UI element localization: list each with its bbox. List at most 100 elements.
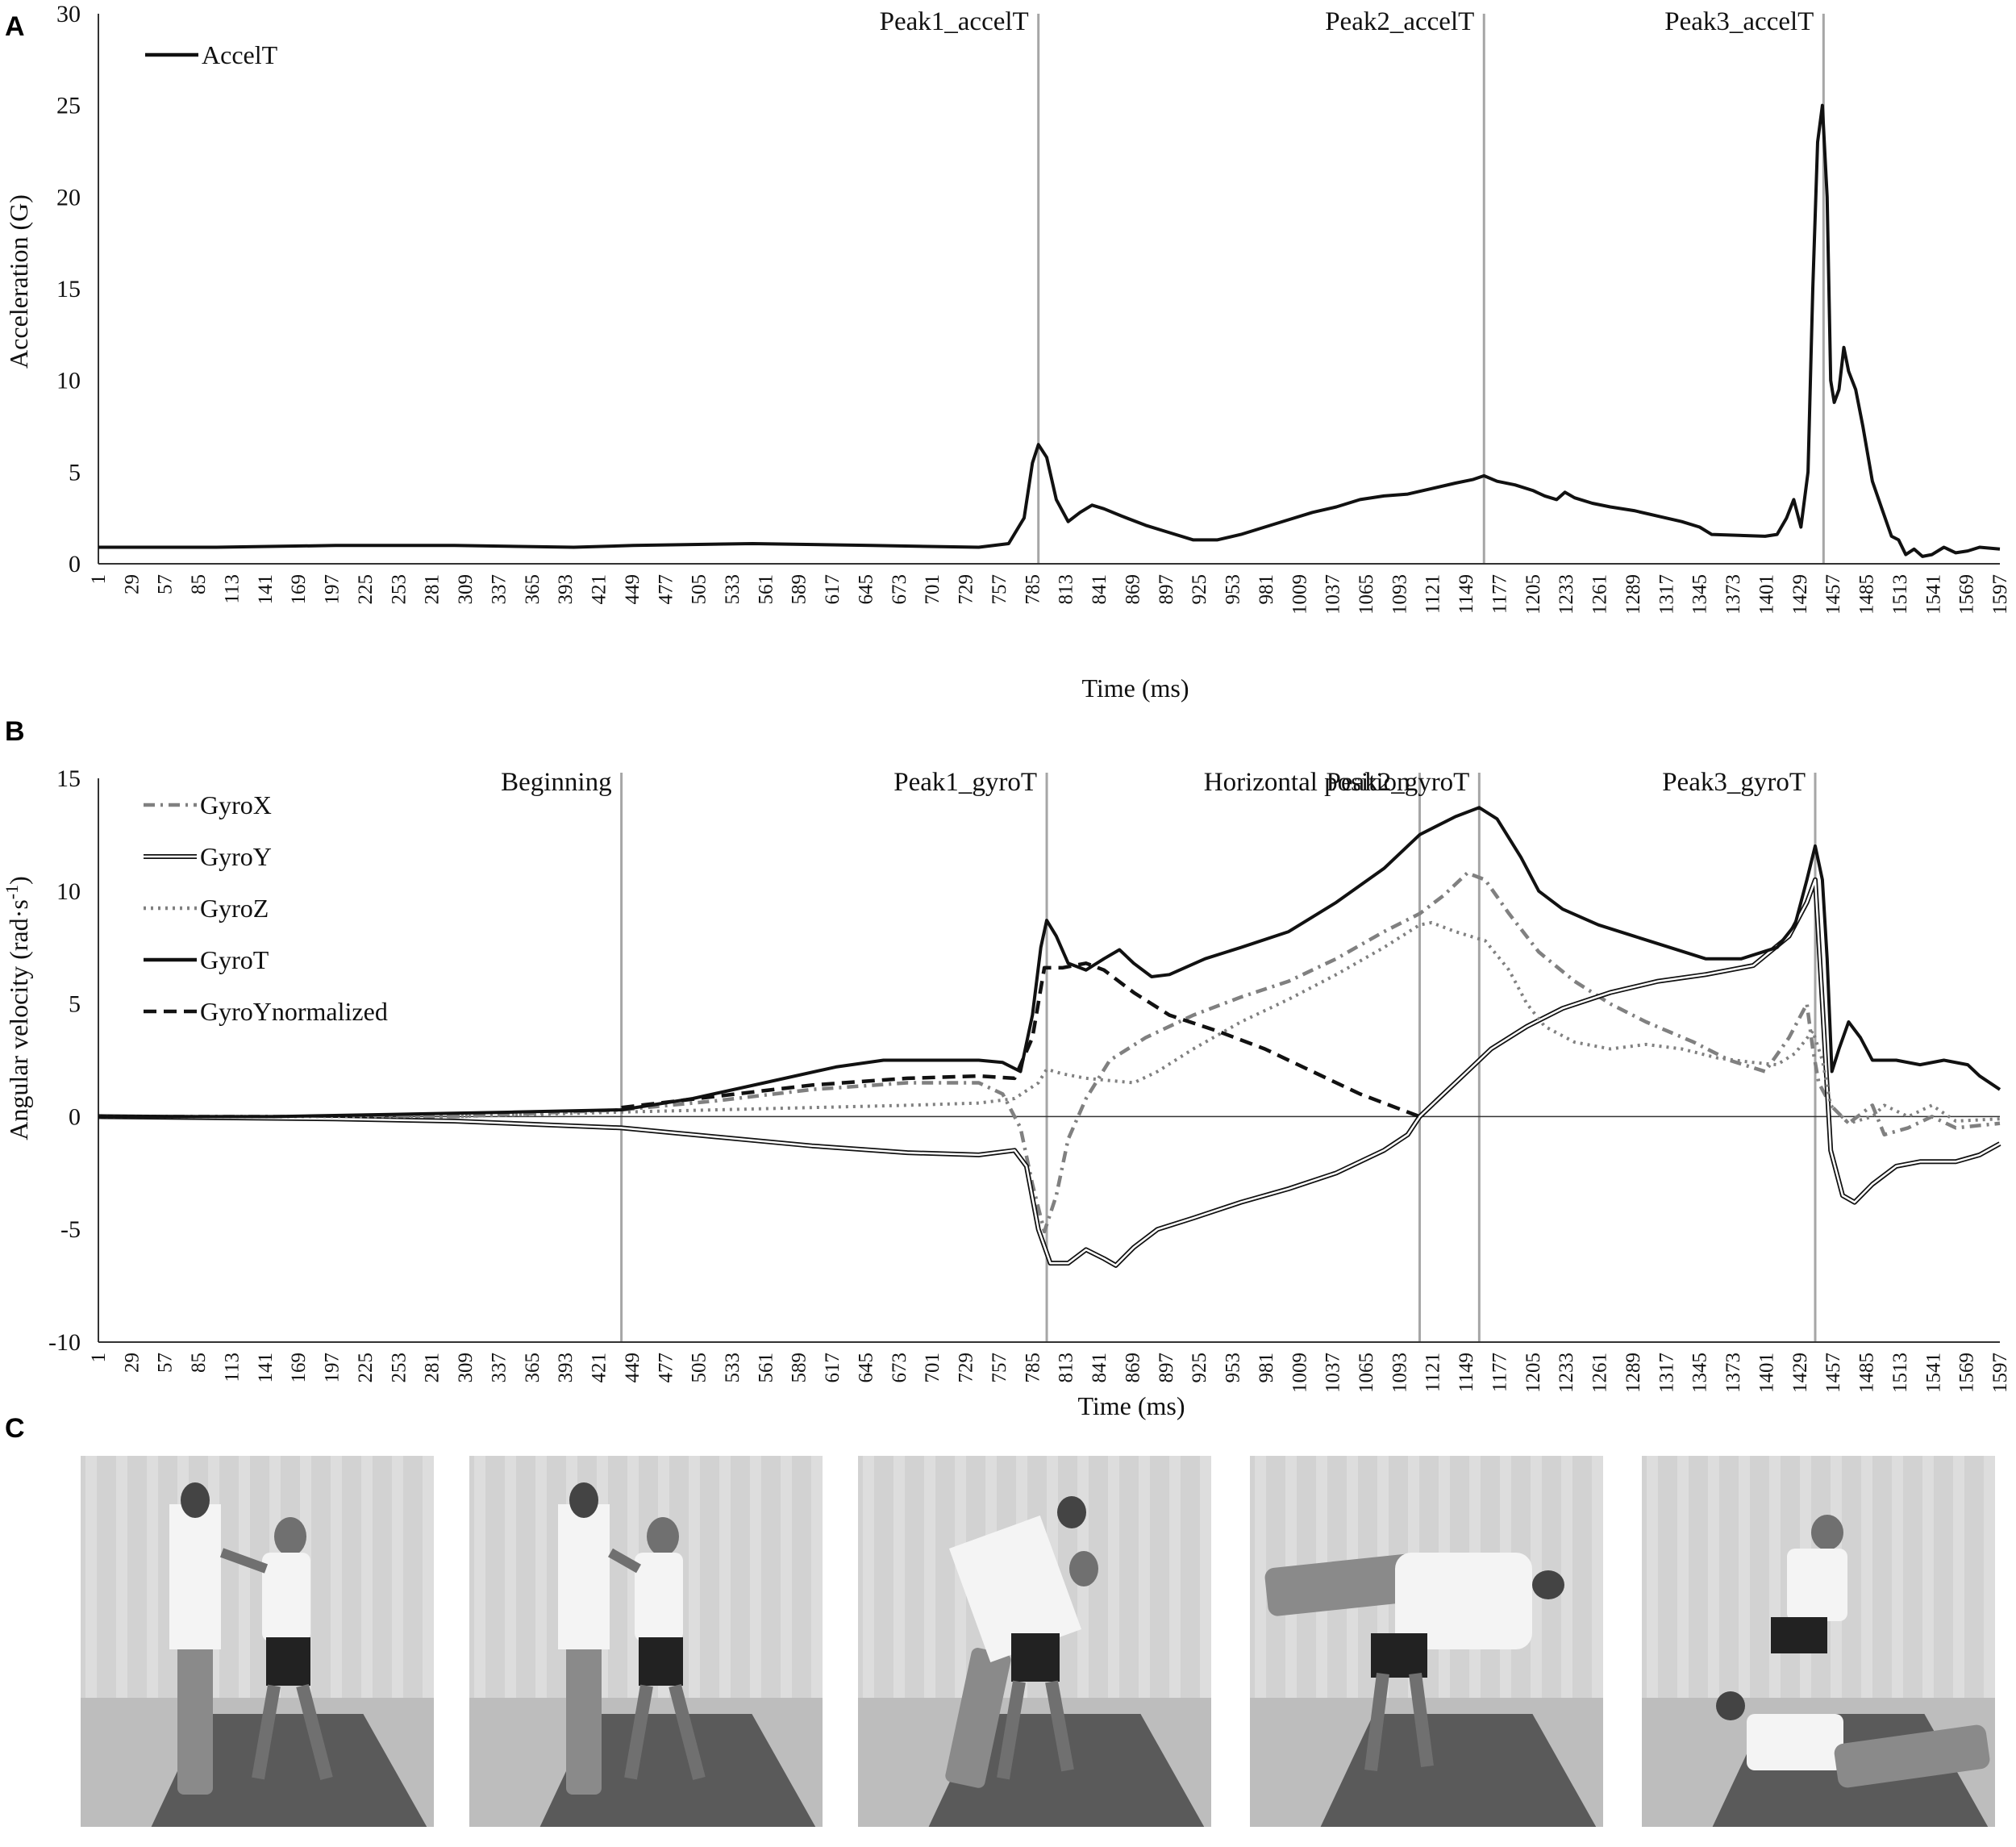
x-tick-label: 1401 [1756,1353,1777,1393]
x-tick-label: 225 [355,574,377,605]
athlete-leg [1045,1680,1074,1772]
curtain-fold [1200,1456,1211,1698]
athlete-shorts [1011,1633,1060,1682]
curtain-fold [1953,1456,1964,1698]
x-tick-label: 1 [88,574,110,585]
x-tick-label: 757 [989,574,1010,605]
x-tick-label: 1485 [1856,574,1878,615]
x-tick-label: 169 [288,574,310,605]
x-tick-label: 1121 [1422,1353,1444,1392]
x-axis-label-a: Time (ms) [1081,673,1189,703]
dummy-body [558,1504,610,1649]
x-tick-label: 785 [1022,574,1043,605]
y-tick-label: 30 [56,1,81,27]
x-tick-label: 281 [422,574,444,605]
x-tick-label: 1065 [1356,1353,1377,1393]
x-tick-label: 505 [689,574,710,605]
y-tick-label: 0 [69,1103,81,1130]
x-tick-label: 141 [255,574,277,605]
athlete-shirt [262,1553,310,1641]
x-tick-label: 1429 [1789,574,1811,615]
x-tick-label: 1457 [1822,1353,1844,1393]
photo-4 [1250,1456,1603,1827]
curtain-fold [1677,1456,1689,1698]
chart-a: Peak1_accelT Peak2_accelT Peak3_accelT 1 29… [4,1,2011,703]
athlete-head [274,1517,306,1556]
y-axis-label-b-sup: -1 [2,885,22,899]
x-tick-label: 729 [956,574,977,605]
x-tick-label: 1345 [1689,1353,1711,1393]
photo-5 [1642,1456,1995,1827]
y-axis-label-a: Acceleration (G) [4,194,33,369]
x-tick-label: 1541 [1922,1353,1944,1393]
x-tick-label: 1261 [1589,1353,1611,1393]
x-tick-label: 925 [1189,1353,1210,1383]
athlete-leg [997,1680,1026,1780]
x-tick-label: 701 [922,574,943,605]
series-gyroy-outer [98,877,2001,1268]
curtain-fold [116,1456,127,1698]
marker-label: Peak2_gyroT [1327,768,1470,797]
photo-2 [469,1456,823,1827]
x-tick-label: 253 [388,574,410,605]
x-tick-label: 1345 [1689,574,1711,615]
x-tick-label: 1261 [1589,574,1611,615]
x-tick-label: 1597 [1989,1353,2011,1393]
legend-gyrot-label: GyroT [200,945,269,974]
x-tick-label: 1373 [1722,1353,1744,1393]
x-tick-label: 393 [555,1353,577,1383]
dummy-head [1057,1496,1086,1528]
x-axis-label-b: Time (ms) [1077,1391,1185,1420]
y-tick-label: 5 [69,459,81,486]
athlete-shorts [1771,1617,1827,1653]
x-tick-label: 1093 [1389,1353,1410,1393]
x-tick-label: 1065 [1356,574,1377,615]
x-tick-label: 1093 [1389,574,1410,615]
curtain-fold [85,1456,97,1698]
curtain-fold [1708,1456,1719,1698]
curtain-fold [1592,1456,1603,1698]
curtain-fold [423,1456,434,1698]
curtain-fold [750,1456,761,1698]
curtain-fold [1169,1456,1181,1698]
y-tick-label: 10 [56,368,81,394]
x-tick-label: 1317 [1656,574,1677,615]
curtain-fold [535,1456,547,1698]
x-tick-label: 981 [1256,574,1277,605]
x-tick-label: 673 [889,574,910,605]
x-tick-label: 421 [589,574,610,605]
curtain-fold [1769,1456,1781,1698]
curtain-fold [1561,1456,1572,1698]
x-tick-label: 1009 [1289,1353,1310,1393]
athlete-shorts [639,1637,683,1686]
x-tick-label: 1037 [1322,1353,1344,1393]
curtain-fold [361,1456,373,1698]
x-tick-label: 225 [355,1353,377,1383]
athlete-arm [608,1548,641,1574]
athlete-arm [219,1548,269,1574]
marker-label: Horizontal position [1204,768,1410,797]
x-tick-label: 449 [622,574,644,605]
x-tick-label: 365 [522,574,544,605]
y-axis-label-b: Angular velocity (rad·s-1) [2,876,33,1140]
x-tick-label: 253 [388,1353,410,1383]
dummy-body [169,1504,221,1649]
x-tick-label: 197 [322,574,344,605]
x-tick-label: 1513 [1889,574,1911,615]
x-tick-label: 309 [455,574,477,605]
curtain-fold [1647,1456,1658,1698]
floor-mat [1320,1714,1597,1827]
dummy-head [181,1482,210,1518]
curtain-fold [147,1456,158,1698]
dummy-body [1395,1553,1532,1649]
athlete-leg [252,1684,281,1780]
x-tick-label: 1149 [1456,574,1477,614]
dummy-body [1747,1714,1843,1770]
x-tick-label: 1177 [1489,1353,1510,1392]
curtain-fold [781,1456,792,1698]
x-tick-label: 1457 [1822,574,1844,615]
x-tick-label: 1205 [1522,574,1544,615]
x-tick-label: 1205 [1522,1353,1544,1393]
dummy-head [1532,1570,1564,1599]
